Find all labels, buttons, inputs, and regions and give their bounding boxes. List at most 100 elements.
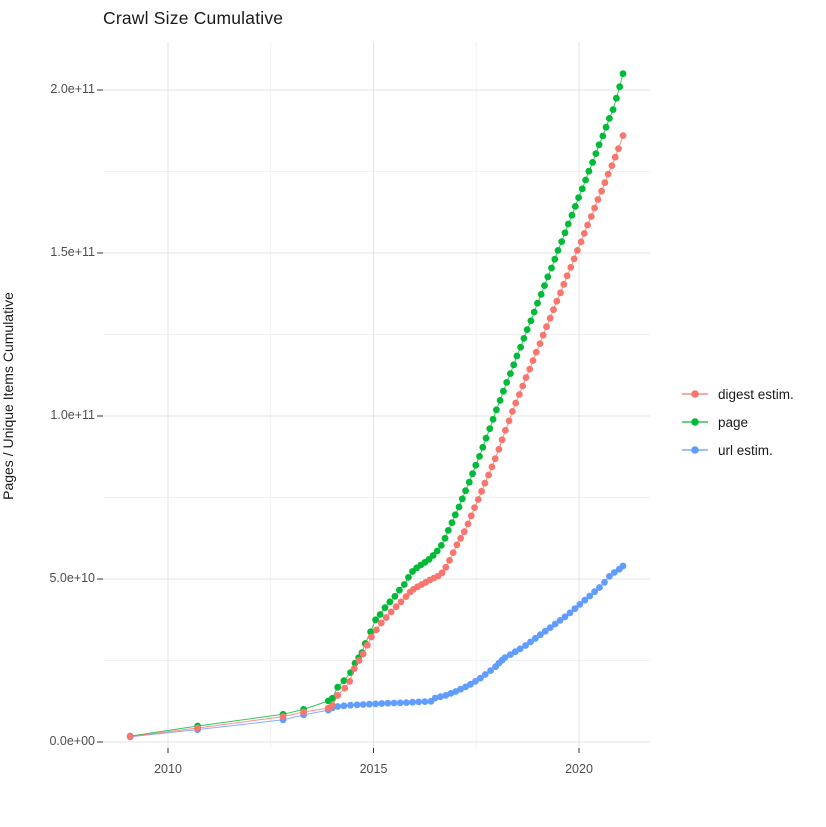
data-point	[589, 159, 596, 166]
data-point	[532, 634, 539, 642]
data-point	[507, 370, 514, 377]
data-point	[619, 132, 627, 140]
data-point	[591, 204, 598, 212]
data-point	[539, 331, 547, 339]
data-point	[560, 280, 568, 288]
data-point	[571, 203, 579, 210]
data-point	[409, 698, 416, 706]
data-point	[486, 425, 494, 433]
data-point	[403, 699, 410, 706]
data-point	[613, 94, 620, 102]
data-point	[465, 478, 473, 486]
data-point	[511, 648, 519, 656]
data-point	[446, 557, 453, 564]
data-point	[608, 162, 616, 170]
legend-item-url-estim: url estim.	[680, 436, 794, 464]
data-point	[329, 694, 336, 702]
data-point	[582, 176, 589, 184]
data-point	[372, 616, 379, 624]
data-point	[537, 631, 544, 639]
data-point	[587, 213, 595, 220]
data-point	[516, 391, 523, 398]
data-point	[391, 592, 399, 600]
data-point	[604, 170, 612, 178]
data-point	[444, 527, 452, 534]
data-point	[341, 684, 349, 692]
data-point	[279, 713, 287, 720]
data-point	[541, 627, 549, 635]
data-point	[501, 654, 509, 661]
data-point	[546, 624, 554, 631]
data-point	[377, 619, 385, 627]
data-point	[534, 299, 541, 307]
data-point	[522, 642, 529, 649]
legend-key-icon	[682, 390, 708, 398]
data-point	[373, 626, 380, 634]
data-point	[421, 698, 429, 705]
data-point	[530, 308, 538, 316]
data-point	[194, 724, 202, 732]
y-tick-label: 1.0e+11	[50, 408, 95, 422]
data-point	[346, 678, 354, 685]
data-point	[334, 692, 342, 699]
data-point	[405, 574, 412, 581]
data-point	[387, 608, 395, 616]
data-point	[367, 628, 374, 636]
data-point	[522, 374, 530, 381]
data-point	[532, 348, 540, 356]
data-point	[458, 495, 466, 503]
data-point	[517, 343, 524, 351]
data-point	[516, 645, 524, 653]
data-point	[487, 667, 494, 674]
data-point	[615, 145, 622, 153]
data-point	[553, 297, 561, 305]
data-point	[433, 547, 441, 555]
data-point	[507, 651, 514, 658]
data-point	[368, 633, 375, 641]
data-point	[574, 247, 581, 254]
data-point	[479, 443, 487, 451]
data-point	[347, 701, 354, 709]
x-tick-label: 2015	[359, 762, 388, 776]
data-point	[566, 609, 574, 617]
data-point	[460, 528, 468, 536]
data-point	[500, 387, 507, 395]
data-point	[611, 153, 619, 161]
data-point	[570, 255, 578, 263]
data-point	[509, 408, 516, 415]
data-point	[571, 605, 579, 613]
data-point	[437, 693, 444, 701]
data-point	[558, 238, 566, 246]
data-point	[472, 678, 479, 685]
data-point	[544, 273, 552, 281]
data-point	[384, 699, 392, 707]
data-point	[372, 700, 379, 708]
data-point	[561, 229, 569, 237]
data-point	[598, 187, 605, 195]
data-point	[557, 289, 564, 297]
gridlines-major	[103, 42, 650, 748]
legend-key-icon	[682, 446, 708, 454]
data-point	[382, 614, 390, 621]
data-point	[512, 399, 520, 407]
data-point	[513, 352, 521, 360]
data-point	[601, 578, 608, 586]
legend-label: page	[718, 414, 749, 430]
data-point	[488, 463, 496, 471]
data-point	[334, 683, 342, 691]
data-point	[592, 150, 600, 158]
data-point	[520, 335, 528, 342]
data-point	[467, 680, 474, 688]
data-point	[550, 306, 557, 314]
data-point	[431, 694, 439, 702]
data-point	[505, 417, 513, 425]
data-point	[126, 733, 134, 740]
data-point	[359, 701, 367, 708]
data-point	[563, 272, 571, 280]
data-point	[584, 221, 591, 229]
series-page	[126, 70, 627, 740]
data-point	[478, 487, 485, 495]
data-point	[441, 534, 449, 542]
axis-ticks	[97, 89, 580, 753]
data-point	[537, 291, 545, 298]
